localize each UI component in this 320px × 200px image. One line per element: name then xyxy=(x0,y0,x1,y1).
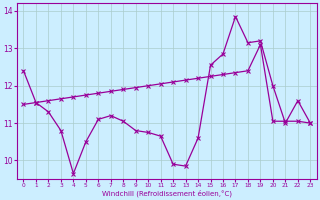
X-axis label: Windchill (Refroidissement éolien,°C): Windchill (Refroidissement éolien,°C) xyxy=(102,189,232,197)
